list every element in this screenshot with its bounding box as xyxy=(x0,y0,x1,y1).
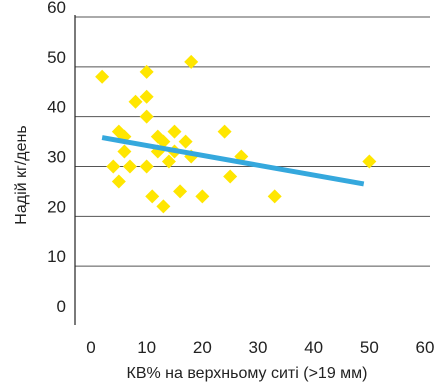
data-point xyxy=(139,64,154,79)
y-tick-label: 20 xyxy=(47,197,66,216)
y-tick-label: 40 xyxy=(47,98,66,117)
x-tick-label: 50 xyxy=(360,338,379,357)
data-point xyxy=(217,124,232,139)
x-tick-label: 20 xyxy=(193,338,212,357)
data-point xyxy=(117,144,132,159)
data-point xyxy=(122,159,137,174)
x-tick-labels: 0 10 20 30 40 50 60 xyxy=(86,338,434,357)
data-point xyxy=(139,109,154,124)
trend-line xyxy=(101,135,365,187)
data-point xyxy=(156,199,171,214)
data-point xyxy=(106,159,121,174)
data-point xyxy=(111,174,126,189)
data-point xyxy=(139,159,154,174)
data-point xyxy=(128,94,143,109)
data-point xyxy=(161,154,176,169)
x-tick-label: 10 xyxy=(137,338,156,357)
data-point xyxy=(184,54,199,69)
data-point xyxy=(145,189,160,204)
x-tick-label: 0 xyxy=(86,338,95,357)
data-point xyxy=(173,184,188,199)
y-tick-label: 60 xyxy=(47,0,66,17)
y-axis-title: Надій кг/день xyxy=(13,125,30,224)
data-point xyxy=(267,189,282,204)
data-point xyxy=(223,169,238,184)
x-axis-title: КВ% на верхньому ситі (>19 мм) xyxy=(127,365,368,382)
y-tick-label: 50 xyxy=(47,48,66,67)
x-tick-label: 30 xyxy=(249,338,268,357)
data-point xyxy=(362,154,377,169)
data-points xyxy=(95,54,377,214)
data-point xyxy=(139,89,154,104)
data-point xyxy=(195,189,210,204)
x-tick-label: 40 xyxy=(304,338,323,357)
y-tick-label: 30 xyxy=(47,148,66,167)
data-point xyxy=(178,134,193,149)
y-tick-labels: 0 10 20 30 40 50 60 xyxy=(47,0,66,316)
data-point xyxy=(156,134,171,149)
data-point xyxy=(95,69,110,84)
data-point xyxy=(167,124,182,139)
y-tick-label: 0 xyxy=(57,297,66,316)
y-tick-label: 10 xyxy=(47,247,66,266)
x-tick-label: 60 xyxy=(416,338,435,357)
